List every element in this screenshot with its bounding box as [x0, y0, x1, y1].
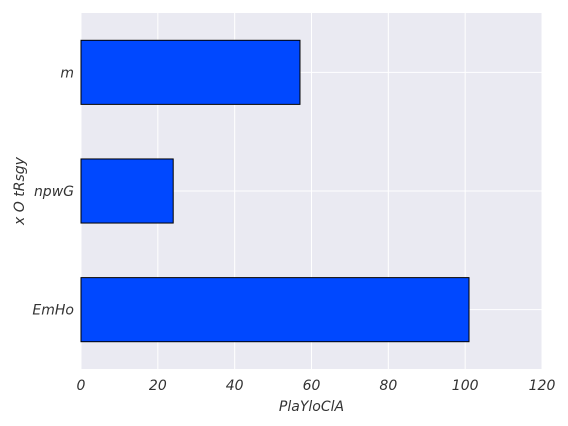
x-tick-label: 20 — [149, 378, 167, 394]
x-axis-label: PlaYloClA — [279, 399, 344, 415]
bar-EmHo — [80, 277, 470, 343]
y-axis-label: x O tRsgy — [12, 156, 28, 226]
x-tick-label: 100 — [452, 378, 479, 394]
x-tick-label: 40 — [226, 378, 244, 394]
y-tick-label: m — [60, 65, 74, 81]
y-tick-label: npwG — [34, 184, 74, 200]
x-tick-label: 0 — [77, 378, 86, 394]
bar-npwG — [80, 158, 174, 224]
bars — [80, 39, 470, 343]
bar-m — [80, 39, 301, 105]
x-tick-label: 120 — [529, 378, 556, 394]
y-tick-label: EmHo — [32, 303, 74, 319]
y-tick-labels: EmHo npwG m — [32, 65, 74, 318]
x-tick-labels: 0 20 40 60 80 100 120 — [77, 378, 556, 394]
x-tick-label: 80 — [379, 378, 397, 394]
x-tick-label: 60 — [303, 378, 321, 394]
